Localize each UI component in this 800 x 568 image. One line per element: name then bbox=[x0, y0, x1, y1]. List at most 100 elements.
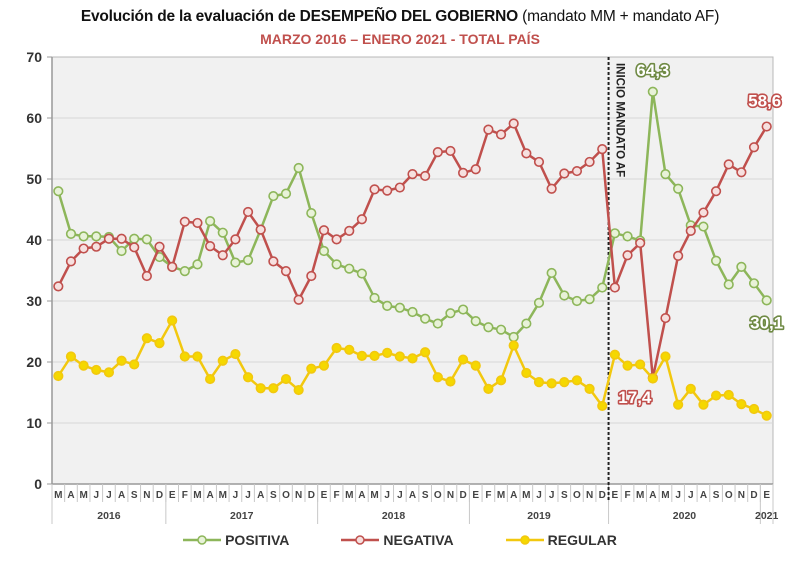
data-point-positiva bbox=[344, 263, 355, 274]
data-point-negativa bbox=[635, 237, 646, 249]
x-month-label: A bbox=[118, 490, 125, 501]
y-tick-label: 10 bbox=[26, 415, 42, 431]
data-point-positiva bbox=[432, 318, 443, 329]
data-point-positiva bbox=[268, 190, 279, 202]
data-point-negativa bbox=[457, 167, 469, 178]
series-regular bbox=[53, 315, 772, 421]
data-point-regular bbox=[78, 360, 89, 371]
data-point-negativa bbox=[268, 256, 279, 267]
x-month-label: A bbox=[67, 490, 74, 501]
x-month-label: M bbox=[636, 490, 644, 501]
data-point-regular bbox=[710, 390, 722, 401]
data-point-positiva bbox=[533, 297, 545, 308]
x-month-label: D bbox=[599, 490, 606, 501]
x-month-label: D bbox=[156, 490, 163, 501]
data-point-regular bbox=[673, 399, 684, 410]
data-point-regular bbox=[179, 351, 190, 362]
data-point-positiva bbox=[584, 294, 595, 305]
x-month-label: M bbox=[79, 490, 87, 501]
data-point-regular bbox=[546, 378, 557, 389]
data-point-regular bbox=[533, 377, 545, 388]
data-point-negativa bbox=[318, 225, 330, 236]
x-year-label: 2016 bbox=[97, 510, 121, 522]
data-point-positiva bbox=[622, 231, 633, 242]
x-month-label: A bbox=[257, 490, 264, 501]
x-month-label: J bbox=[536, 490, 542, 501]
data-point-regular bbox=[508, 340, 519, 351]
data-point-regular bbox=[470, 360, 481, 371]
data-point-negativa bbox=[369, 184, 380, 195]
data-point-negativa bbox=[736, 167, 747, 178]
data-point-positiva bbox=[420, 313, 431, 324]
data-point-positiva bbox=[65, 228, 77, 239]
data-point-regular bbox=[154, 337, 165, 349]
data-point-negativa bbox=[344, 225, 355, 236]
data-point-regular bbox=[331, 342, 342, 354]
x-month-label: M bbox=[345, 490, 353, 501]
data-point-positiva bbox=[129, 233, 140, 244]
data-point-negativa bbox=[533, 156, 545, 168]
data-point-regular bbox=[483, 383, 494, 394]
data-point-positiva bbox=[331, 259, 342, 270]
y-axis: 0 10 20 30 40 50 60 70 bbox=[26, 49, 53, 492]
data-point-regular bbox=[698, 399, 709, 410]
x-month-label: S bbox=[561, 490, 568, 501]
legend-item-regular: REGULAR bbox=[505, 532, 617, 548]
x-year-label: 2021 bbox=[755, 510, 779, 522]
x-month-label: A bbox=[358, 490, 365, 501]
data-point-regular bbox=[116, 355, 127, 366]
x-month-label: O bbox=[282, 490, 290, 501]
mandate-divider: INICIO MANDATO AF bbox=[607, 57, 626, 502]
chart-title-suffix: (mandato MM + mandato AF) bbox=[518, 8, 720, 25]
data-point-positiva bbox=[369, 292, 380, 304]
data-point-regular bbox=[242, 372, 254, 383]
data-point-negativa bbox=[382, 185, 393, 196]
data-point-negativa bbox=[748, 142, 760, 153]
data-point-regular bbox=[217, 355, 228, 366]
data-point-negativa bbox=[331, 234, 342, 245]
data-point-regular bbox=[255, 383, 266, 394]
data-point-negativa bbox=[255, 224, 266, 235]
data-point-regular bbox=[736, 398, 747, 410]
data-point-negativa bbox=[103, 233, 115, 244]
x-month-label: S bbox=[131, 490, 138, 501]
data-point-negativa bbox=[53, 281, 64, 292]
x-year-label: 2020 bbox=[673, 510, 697, 522]
x-month-label: A bbox=[510, 490, 517, 501]
data-point-regular bbox=[205, 373, 216, 385]
x-month-label: E bbox=[612, 490, 619, 501]
value-label-positiva: 64,3 bbox=[636, 61, 669, 80]
x-month-label: J bbox=[688, 490, 694, 501]
data-point-negativa bbox=[660, 312, 671, 324]
data-point-negativa bbox=[78, 243, 89, 254]
x-year-label: 2019 bbox=[527, 510, 551, 522]
plot-area bbox=[51, 56, 774, 485]
x-month-label: J bbox=[384, 490, 390, 501]
data-point-regular bbox=[761, 410, 772, 421]
x-month-label: E bbox=[763, 490, 770, 501]
x-month-label: M bbox=[661, 490, 669, 501]
x-month-label: N bbox=[295, 490, 302, 501]
data-point-positiva bbox=[318, 245, 330, 257]
data-point-negativa bbox=[356, 214, 368, 225]
data-point-regular bbox=[65, 351, 77, 362]
data-point-regular bbox=[571, 375, 583, 386]
data-point-positiva bbox=[445, 308, 456, 319]
x-month-label: F bbox=[485, 490, 491, 501]
data-point-regular bbox=[723, 389, 734, 401]
data-point-negativa bbox=[420, 170, 431, 182]
data-point-regular bbox=[230, 348, 241, 360]
data-point-negativa bbox=[521, 148, 532, 159]
data-point-positiva bbox=[571, 295, 583, 307]
data-point-positiva bbox=[495, 324, 507, 335]
data-point-positiva bbox=[457, 304, 469, 315]
data-point-negativa bbox=[698, 207, 709, 218]
data-point-negativa bbox=[116, 233, 127, 244]
data-point-positiva bbox=[192, 259, 203, 270]
data-point-positiva bbox=[647, 86, 658, 97]
x-month-label: N bbox=[738, 490, 745, 501]
data-point-negativa bbox=[141, 270, 152, 282]
data-point-negativa bbox=[445, 145, 456, 157]
data-point-negativa bbox=[217, 250, 228, 261]
